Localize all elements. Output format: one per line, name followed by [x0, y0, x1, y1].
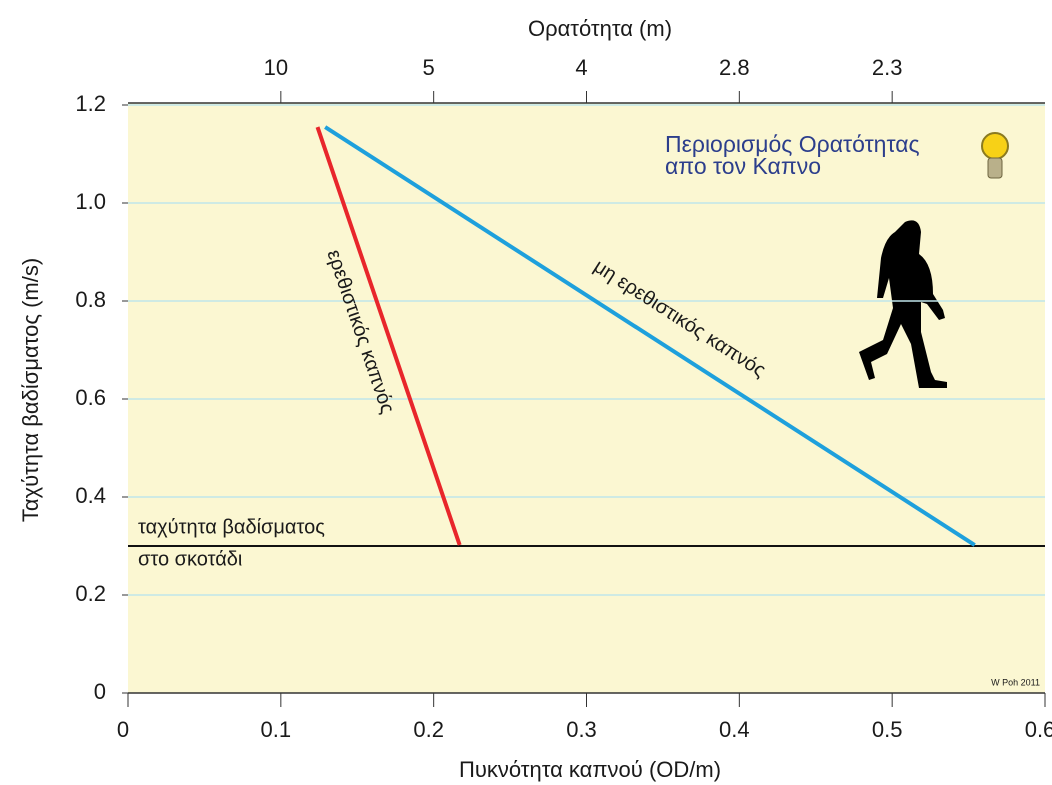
chart: Ορατότητα (m) Πυκνότητα καπνού (OD/m) Τα… [0, 0, 1052, 785]
x-axis-title: Πυκνότητα καπνού (OD/m) [459, 757, 721, 782]
plot-area [128, 103, 1045, 693]
credit: W Poh 2011 [991, 677, 1040, 687]
x-tick-label: 0.2 [413, 717, 444, 742]
x2-tick-label: 2.3 [872, 55, 903, 80]
y-tick-label: 1.2 [75, 91, 106, 116]
y-tick-label: 0 [94, 679, 106, 704]
x-tick-label: 0 [117, 717, 129, 742]
annotation: απο τον Καπνο [665, 153, 821, 179]
y-tick-label: 0.2 [75, 581, 106, 606]
x-tick-label: 0.1 [261, 717, 292, 742]
reference-label: στο σκοτάδι [138, 548, 242, 570]
top-axis-title: Ορατότητα (m) [528, 16, 672, 41]
x-tick-label: 0.4 [719, 717, 750, 742]
x-tick-label: 0.3 [566, 717, 597, 742]
x2-tick-label: 2.8 [719, 55, 750, 80]
x2-tick-label: 5 [423, 55, 435, 80]
page: {"chart_data": { "type": "line", "title"… [0, 0, 1052, 785]
y-tick-label: 0.6 [75, 385, 106, 410]
x-tick-label: 0.5 [872, 717, 903, 742]
y-tick-label: 1.0 [75, 189, 106, 214]
x2-tick-label: 10 [264, 55, 288, 80]
reference-label: ταχύτητα βαδίσματος [138, 516, 325, 538]
x2-tick-label: 4 [575, 55, 587, 80]
y-tick-label: 0.4 [75, 483, 106, 508]
x-tick-label: 0.6 [1025, 717, 1052, 742]
y-tick-label: 0.8 [75, 287, 106, 312]
y-axis-title: Ταχύτητα βαδίσματος (m/s) [18, 258, 43, 522]
